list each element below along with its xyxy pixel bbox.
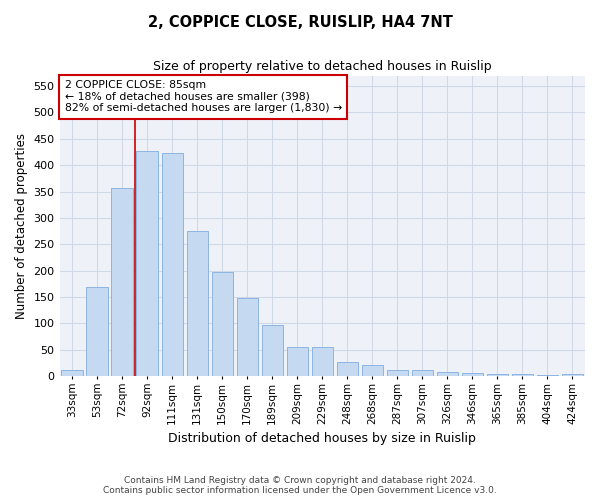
- Bar: [61, 370, 83, 376]
- Bar: [287, 347, 308, 376]
- Bar: [136, 151, 158, 376]
- Bar: [362, 366, 383, 376]
- Bar: [161, 152, 183, 376]
- Bar: [212, 272, 233, 376]
- Bar: [187, 231, 208, 376]
- Y-axis label: Number of detached properties: Number of detached properties: [15, 133, 28, 319]
- Bar: [437, 372, 458, 376]
- Bar: [387, 370, 408, 376]
- Bar: [462, 374, 483, 376]
- Bar: [412, 370, 433, 376]
- Bar: [512, 374, 533, 376]
- Bar: [112, 188, 133, 376]
- Bar: [337, 362, 358, 376]
- Bar: [262, 326, 283, 376]
- Title: Size of property relative to detached houses in Ruislip: Size of property relative to detached ho…: [153, 60, 491, 73]
- Text: 2, COPPICE CLOSE, RUISLIP, HA4 7NT: 2, COPPICE CLOSE, RUISLIP, HA4 7NT: [148, 15, 452, 30]
- Bar: [311, 347, 333, 376]
- X-axis label: Distribution of detached houses by size in Ruislip: Distribution of detached houses by size …: [169, 432, 476, 445]
- Text: 2 COPPICE CLOSE: 85sqm
← 18% of detached houses are smaller (398)
82% of semi-de: 2 COPPICE CLOSE: 85sqm ← 18% of detached…: [65, 80, 342, 114]
- Bar: [86, 288, 108, 376]
- Bar: [236, 298, 258, 376]
- Bar: [562, 374, 583, 376]
- Bar: [487, 374, 508, 376]
- Text: Contains HM Land Registry data © Crown copyright and database right 2024.
Contai: Contains HM Land Registry data © Crown c…: [103, 476, 497, 495]
